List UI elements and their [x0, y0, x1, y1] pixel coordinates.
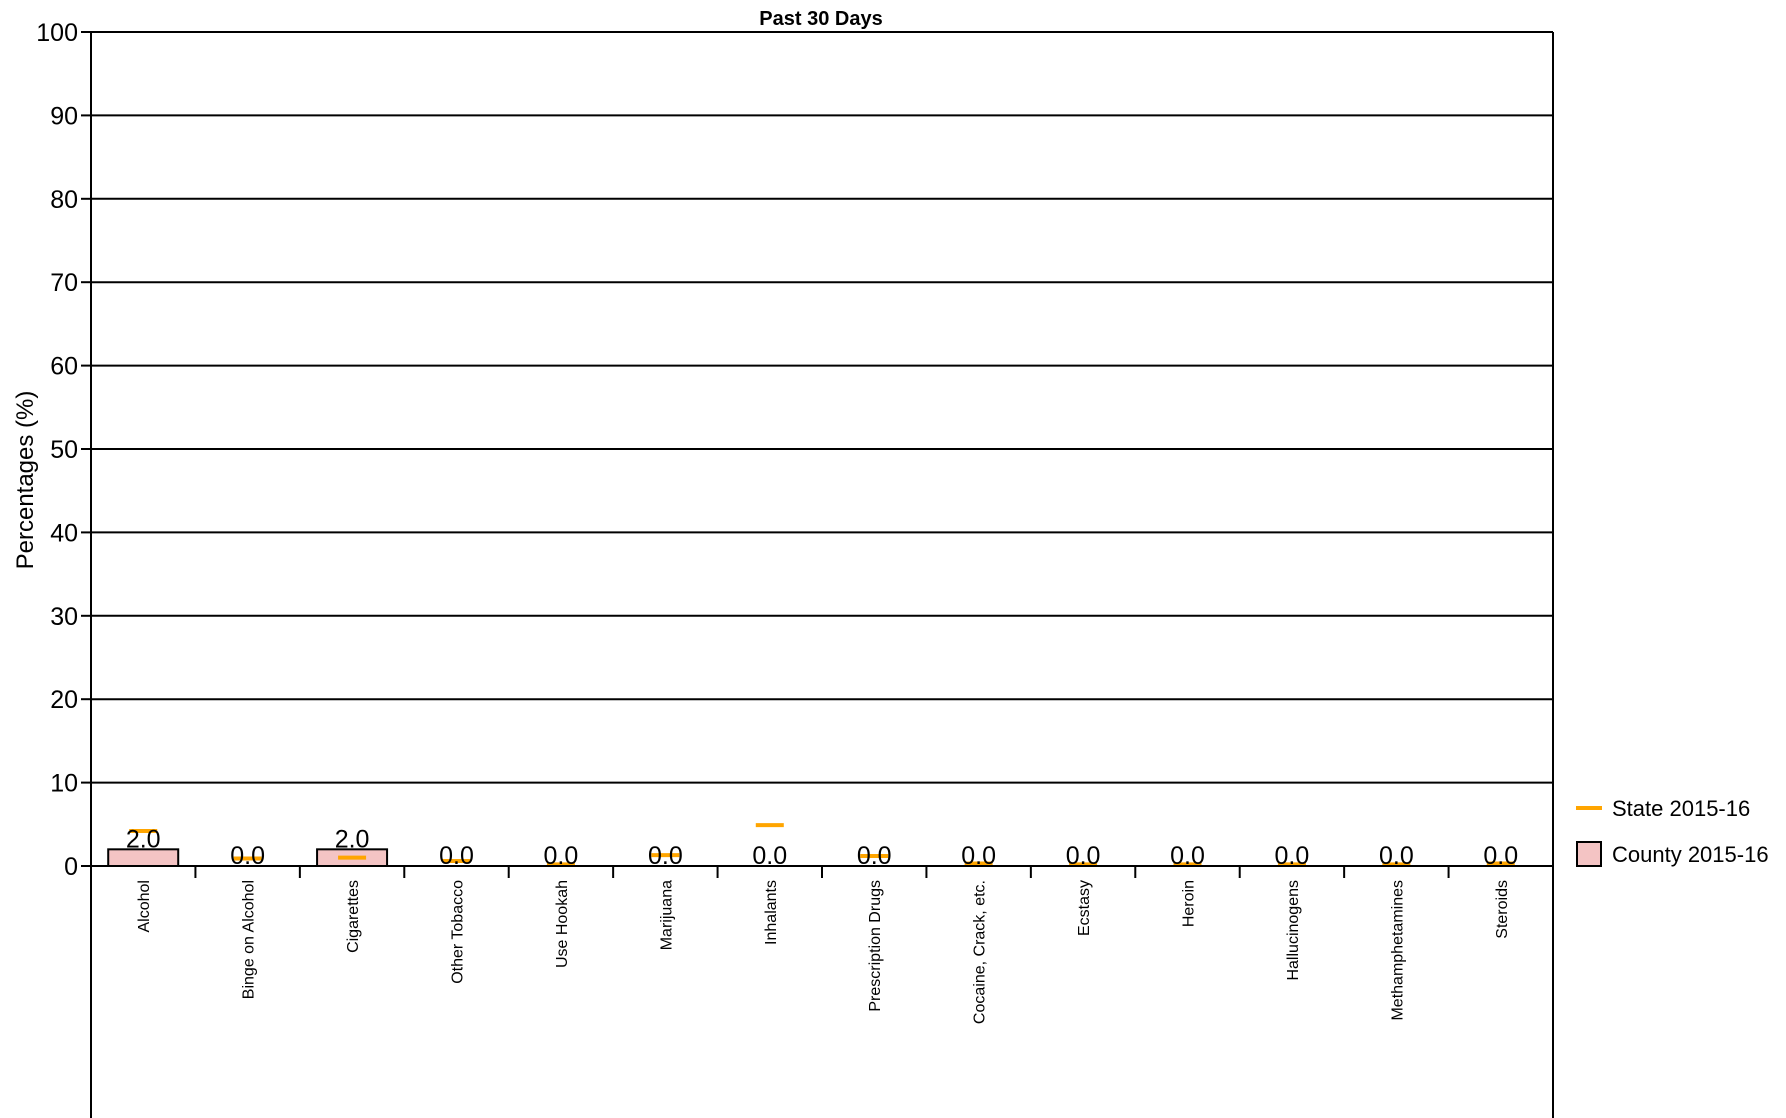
x-tick-label-7: Prescription Drugs: [867, 880, 884, 1012]
x-tick-label-6: Inhalants: [763, 880, 780, 945]
legend: State 2015-16 County 2015-16: [1576, 796, 1769, 867]
legend-county-label: County 2015-16: [1612, 842, 1769, 867]
y-tick-label-20: 20: [50, 686, 78, 714]
x-tick-label-2: Cigarettes: [345, 880, 362, 953]
x-axis-ticks: Alcohol Binge on Alcohol Cigarettes Other T…: [136, 866, 1511, 1024]
chart-title: Past 30 Days: [759, 8, 882, 30]
y-tick-label-40: 40: [50, 519, 78, 547]
x-tick-label-5: Marijuana: [658, 880, 675, 950]
y-tick-label-50: 50: [50, 436, 78, 464]
x-tick-label-0: Alcohol: [136, 880, 153, 932]
x-tick-label-12: Methamphetamines: [1389, 880, 1406, 1021]
x-tick-label-1: Binge on Alcohol: [241, 880, 258, 999]
x-tick-label-11: Hallucinogens: [1285, 880, 1302, 981]
y-tick-label-100: 100: [36, 19, 78, 47]
x-tick-label-8: Cocaine, Crack, etc.: [972, 880, 989, 1024]
y-axis-label: Percentages (%): [12, 391, 39, 570]
x-tick-label-3: Other Tobacco: [450, 880, 467, 984]
y-tick-label-60: 60: [50, 353, 78, 381]
legend-state-label: State 2015-16: [1612, 796, 1750, 821]
marker-series: [129, 823, 1515, 867]
gridlines: [91, 31, 1553, 784]
y-tick-label-30: 30: [50, 603, 78, 631]
y-tick-label-0: 0: [64, 853, 78, 881]
y-tick-label-80: 80: [50, 186, 78, 214]
x-tick-label-4: Use Hookah: [554, 880, 571, 968]
legend-county-swatch: [1576, 841, 1602, 867]
value-label-2: 2.0: [335, 825, 370, 853]
y-axis-ticks: 0 10 20 30 40 50 60 70 80 90 100: [36, 19, 91, 881]
value-label-0: 2.0: [126, 825, 161, 853]
x-tick-label-9: Ecstasy: [1076, 880, 1093, 936]
axes: [90, 31, 1554, 1118]
x-tick-label-13: Steroids: [1494, 880, 1511, 939]
y-tick-label-90: 90: [50, 102, 78, 130]
y-tick-label-10: 10: [50, 770, 78, 798]
x-tick-label-10: Heroin: [1181, 880, 1198, 927]
y-tick-label-70: 70: [50, 269, 78, 297]
